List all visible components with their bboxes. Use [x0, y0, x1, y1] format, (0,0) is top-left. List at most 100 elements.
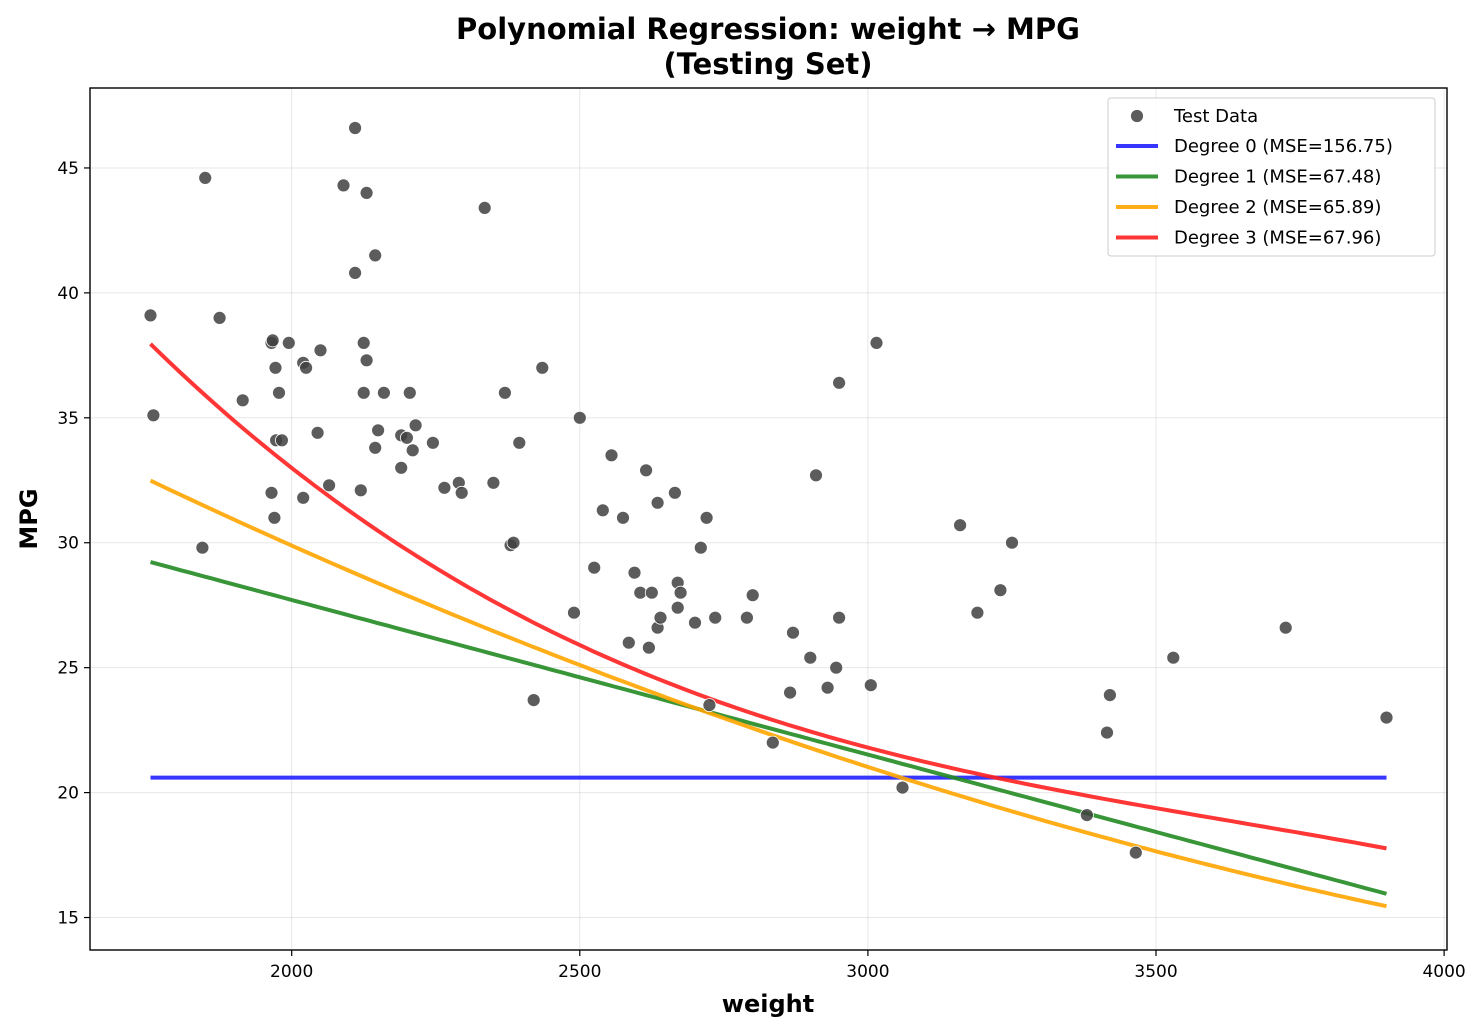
scatter-point	[1103, 688, 1117, 702]
scatter-point	[359, 353, 374, 368]
x-tick-label: 4000	[1422, 962, 1465, 982]
scatter-point	[702, 698, 717, 712]
y-tick-label: 15	[57, 909, 79, 929]
scatter-point	[650, 495, 665, 510]
scatter-point	[336, 178, 351, 193]
y-tick-label: 40	[57, 284, 79, 304]
x-tick-label: 2500	[558, 962, 601, 982]
regression-curves	[149, 342, 1388, 909]
scatter-point	[616, 510, 630, 525]
scatter-point	[368, 248, 383, 263]
y-axis-label: MPG	[15, 488, 43, 549]
scatter-point	[595, 503, 610, 518]
scatter-point	[832, 610, 846, 625]
legend-box	[1107, 97, 1436, 257]
scatter-point	[405, 443, 420, 458]
y-tick-label: 30	[57, 534, 79, 554]
scatter-point	[146, 408, 161, 423]
scatter-point	[348, 265, 363, 280]
scatter-point	[235, 393, 250, 408]
scatter-point	[745, 588, 760, 603]
scatter-point	[535, 360, 550, 375]
scatter-point	[371, 423, 386, 438]
scatter-point	[1080, 808, 1094, 822]
scatter-point	[486, 475, 501, 490]
scatter-point	[402, 385, 417, 400]
x-tick-label: 3000	[846, 962, 889, 982]
legend-label-degree-0: Degree 0 (MSE=156.75)	[1174, 136, 1393, 157]
scatter-point	[359, 185, 374, 200]
scatter-point	[198, 170, 213, 185]
scatter-point	[639, 463, 653, 478]
scatter-point	[863, 678, 878, 693]
y-axis-ticks: 15 20 25 30 35 40 45	[57, 159, 90, 929]
y-tick-label: 35	[57, 409, 79, 429]
scatter-point	[212, 310, 227, 325]
regression-line-degree-3	[149, 342, 1387, 851]
plot-frame	[89, 87, 1448, 951]
scatter-point	[653, 610, 668, 625]
scatter-point	[506, 535, 521, 550]
scatter-point	[829, 660, 844, 675]
scatter-point	[895, 780, 910, 795]
scatter-point	[688, 615, 702, 630]
scatter-point	[644, 585, 659, 600]
scatter-point	[274, 433, 289, 448]
scatter-point	[356, 385, 371, 400]
legend: Test Data Degree 0 (MSE=156.75) Degree 1 (…	[1107, 97, 1436, 257]
scatter-point	[356, 335, 371, 350]
scatter-point	[296, 490, 311, 505]
scatter-point	[264, 485, 279, 500]
x-tick-label: 3500	[1134, 962, 1177, 982]
scatter-point	[820, 680, 835, 695]
legend-label-degree-3: Degree 3 (MSE=67.96)	[1174, 228, 1381, 249]
scatter-point	[786, 625, 800, 640]
scatter-point	[673, 585, 688, 600]
legend-label-degree-1: Degree 1 (MSE=67.48)	[1174, 167, 1381, 188]
scatter-point	[1005, 535, 1019, 550]
scatter-point	[642, 640, 656, 655]
scatter-point	[1278, 620, 1293, 635]
scatter-point	[368, 440, 383, 455]
scatter-point	[425, 435, 440, 450]
scatter-point	[708, 610, 723, 625]
scatter-point	[281, 335, 296, 350]
scatter-point	[993, 583, 1008, 598]
y-tick-label: 45	[57, 159, 79, 179]
scatter-point	[143, 308, 158, 323]
scatter-point	[1166, 650, 1181, 665]
scatter-point	[195, 540, 210, 555]
scatter-point	[299, 360, 314, 375]
legend-marker-test-data	[1130, 109, 1144, 123]
scatter-points	[143, 121, 1394, 860]
scatter-point	[587, 560, 602, 575]
scatter-point	[604, 448, 619, 463]
scatter-point	[783, 685, 797, 700]
scatter-point	[268, 360, 283, 375]
scatter-point	[348, 121, 363, 135]
scatter-point	[437, 480, 452, 495]
scatter-point	[497, 385, 512, 400]
scatter-point	[526, 693, 541, 707]
scatter-point	[668, 485, 682, 500]
scatter-point	[454, 485, 469, 500]
legend-label-degree-2: Degree 2 (MSE=65.89)	[1174, 197, 1381, 218]
y-tick-label: 25	[57, 659, 79, 679]
scatter-point	[869, 335, 884, 350]
scatter-point	[572, 410, 587, 425]
scatter-point	[399, 430, 414, 445]
scatter-point	[970, 605, 985, 620]
scatter-point	[394, 460, 409, 475]
scatter-point	[408, 418, 423, 433]
scatter-point	[740, 610, 754, 625]
scatter-point	[322, 478, 337, 493]
y-tick-label: 20	[57, 784, 79, 804]
scatter-point	[803, 650, 818, 665]
grid	[90, 88, 1447, 950]
x-tick-label: 2000	[270, 962, 313, 982]
legend-label-test-data: Test Data	[1173, 106, 1258, 127]
scatter-point	[765, 735, 780, 750]
scatter-point	[670, 600, 685, 615]
scatter-point	[809, 468, 823, 483]
